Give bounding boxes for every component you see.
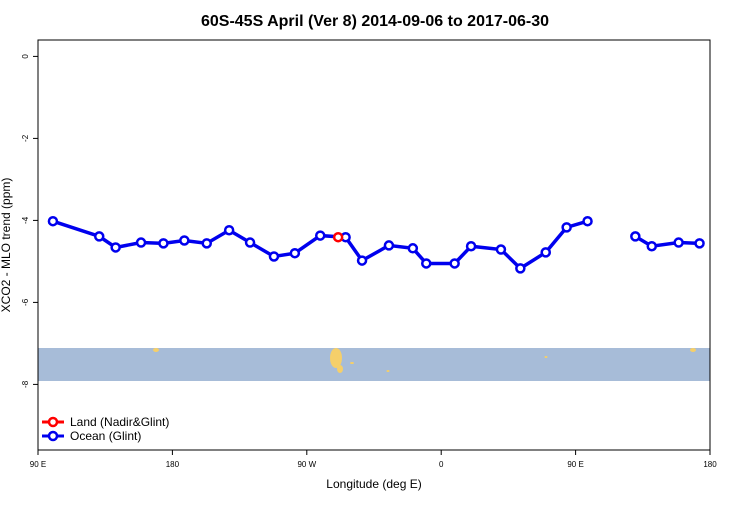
data-point [356,255,368,266]
data-point [694,238,705,249]
data-point [495,244,507,255]
data-point [646,240,658,252]
data-point [383,240,395,251]
legend-marker [47,416,59,428]
y-axis-label: XCO2 - MLO trend (ppm) [0,178,13,313]
data-point [630,231,641,242]
x-tick-label: 90 E [30,460,46,469]
data-point [179,235,190,246]
x-tick-label: 180 [166,460,180,469]
data-point [673,237,684,248]
map-band [38,348,710,381]
x-axis-label: Longitude (deg E) [326,477,421,491]
series-line [634,234,700,249]
x-tick-label: 90 W [297,460,316,469]
data-point [93,231,105,242]
data-point [561,222,572,233]
data-point [244,237,256,248]
data-point [421,258,432,269]
legend-label: Ocean (Glint) [70,429,141,443]
data-point [449,258,460,269]
x-tick-label: 0 [439,460,444,469]
x-tick-label: 90 E [567,460,583,469]
y-tick-label: 0 [21,54,30,59]
x-tick-label: 180 [703,460,717,469]
data-point [582,215,593,227]
data-point [201,238,212,249]
series-line [52,219,589,271]
y-tick-label: -4 [21,216,30,224]
data-point [540,247,551,258]
data-point [407,243,419,254]
y-tick-label: -8 [21,380,30,388]
data-point [110,242,121,253]
chart-title: 60S-45S April (Ver 8) 2014-09-06 to 2017… [201,13,549,30]
data-point [135,237,147,248]
data-point [158,238,169,249]
data-point [289,247,301,259]
y-tick-label: -2 [21,134,30,142]
data-point [47,215,59,227]
data-point [314,230,326,241]
y-tick-label: -6 [21,298,30,306]
plot-frame [37,39,711,451]
data-point [515,263,526,274]
legend-label: Land (Nadir&Glint) [70,415,169,429]
data-point [332,231,344,243]
data-point [268,251,280,262]
legend-marker [47,430,59,442]
data-point [223,224,235,236]
data-point [465,240,477,252]
land-shapes [153,348,696,373]
